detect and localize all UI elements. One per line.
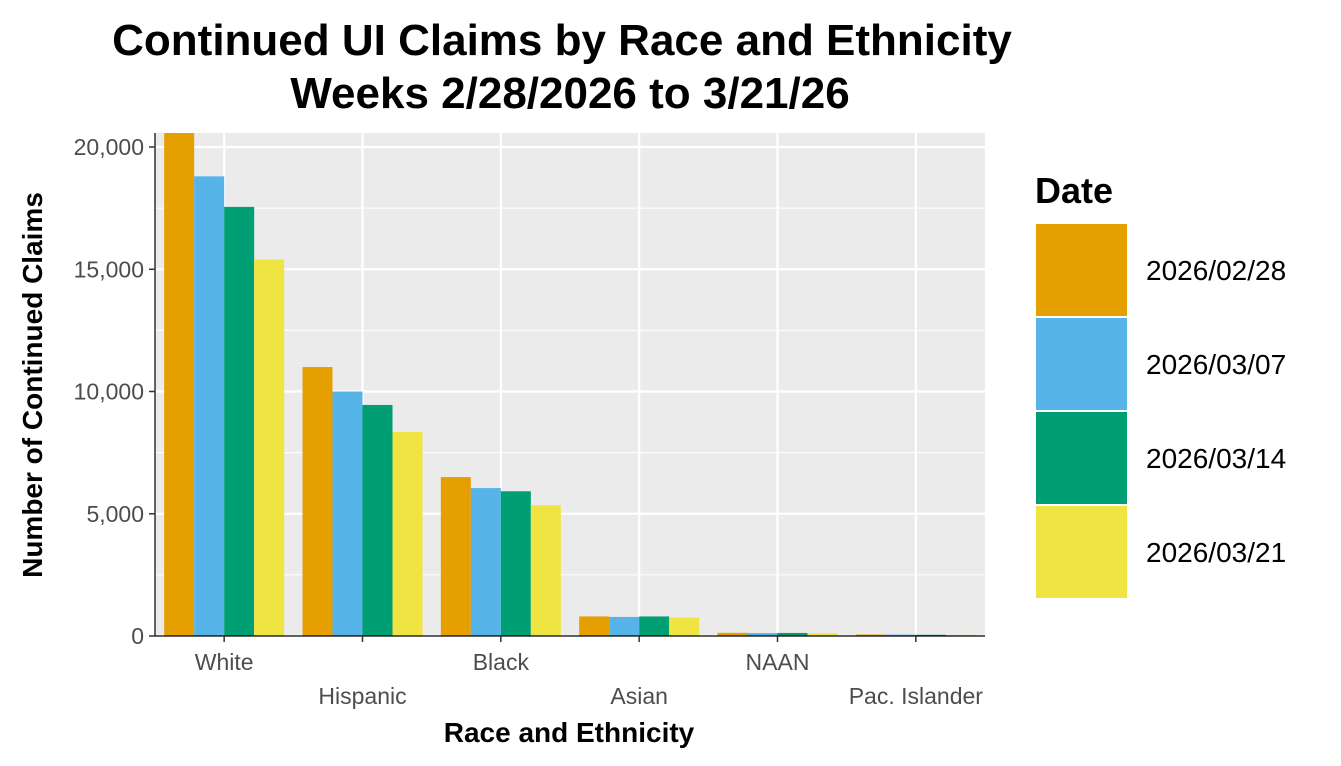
legend-label: 2026/03/14 xyxy=(1146,443,1286,474)
bar xyxy=(471,488,501,636)
y-axis-title: Number of Continued Claims xyxy=(17,192,48,578)
x-tick-label: Asian xyxy=(610,683,668,709)
legend-items: 2026/02/28 2026/03/07 2026/03/14 2026/03/21 xyxy=(1035,223,1286,599)
legend: Date 2026/02/282026/03/072026/03/142026/… xyxy=(1035,170,1286,599)
bar xyxy=(579,616,609,636)
x-tick-label: White xyxy=(195,649,254,675)
bar xyxy=(333,392,363,637)
y-tick-label: 0 xyxy=(131,623,144,649)
x-tick-label: Hispanic xyxy=(318,683,406,709)
bar xyxy=(609,617,639,636)
bar xyxy=(501,491,531,636)
legend-key xyxy=(1035,411,1128,505)
bar xyxy=(669,618,699,636)
legend-label: 2026/03/07 xyxy=(1146,349,1286,380)
legend-key xyxy=(1035,317,1128,411)
x-tick-label: NAAN xyxy=(746,649,810,675)
legend-key xyxy=(1035,223,1128,317)
x-axis-title: Race and Ethnicity xyxy=(444,717,695,748)
bar xyxy=(639,616,669,636)
bar xyxy=(441,477,471,636)
bar xyxy=(254,259,284,636)
legend-label: 2026/03/21 xyxy=(1146,537,1286,568)
bar xyxy=(164,133,194,636)
bar xyxy=(194,176,224,636)
y-tick-label: 5,000 xyxy=(86,501,144,527)
legend-label: 2026/02/28 xyxy=(1146,255,1286,286)
x-tick-label: Black xyxy=(473,649,530,675)
y-tick-label: 10,000 xyxy=(74,379,144,405)
y-tick-labels: 0 5,000 10,000 15,000 20,000 xyxy=(74,134,144,649)
bar xyxy=(303,367,333,636)
chart: Continued UI Claims by Race and Ethnicit… xyxy=(0,0,1341,766)
chart-title: Continued UI Claims by Race and Ethnicit… xyxy=(112,16,1012,65)
y-tick-label: 15,000 xyxy=(74,256,144,282)
chart-subtitle: Weeks 2/28/2026 to 3/21/26 xyxy=(290,69,849,118)
x-tick-label: Pac. Islander xyxy=(849,683,984,709)
y-tick-label: 20,000 xyxy=(74,134,144,160)
bar xyxy=(531,505,561,636)
legend-key xyxy=(1035,505,1128,599)
x-tick-labels: White Hispanic Black Asian NAAN Pac. Islander xyxy=(195,649,984,709)
bar xyxy=(393,432,423,636)
bar xyxy=(363,405,393,636)
bar xyxy=(224,207,254,636)
legend-title: Date xyxy=(1035,170,1113,211)
